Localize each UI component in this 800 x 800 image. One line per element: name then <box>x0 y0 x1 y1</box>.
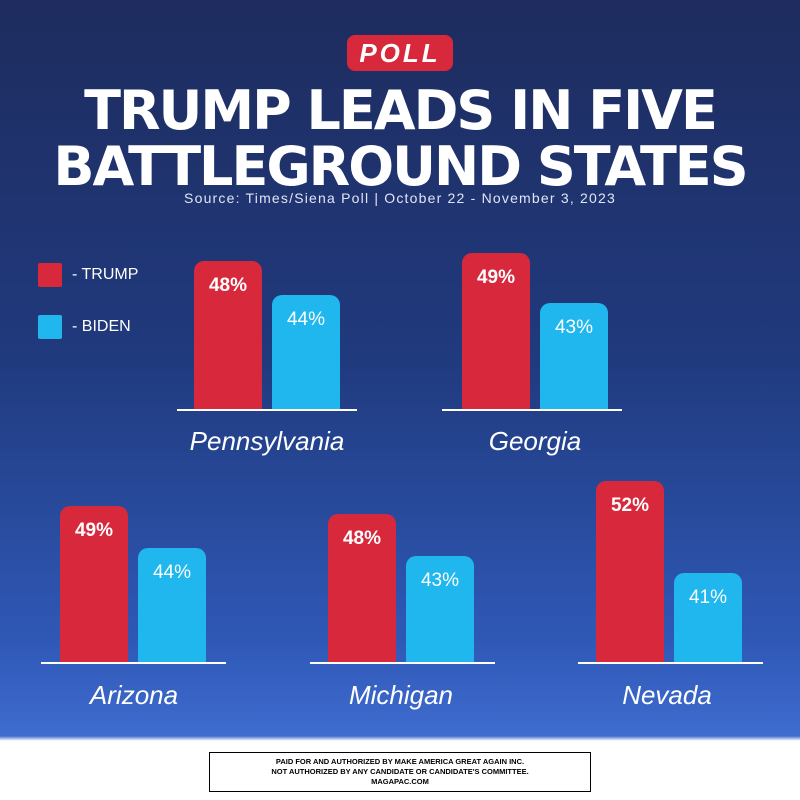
legend-swatch-trump <box>38 263 62 287</box>
baseline-michigan <box>310 662 495 664</box>
disclaimer-box: PAID FOR AND AUTHORIZED BY MAKE AMERICA … <box>209 752 591 792</box>
data-label-biden-georgia: 43% <box>554 317 594 338</box>
legend-item-trump: - TRUMP <box>38 263 138 287</box>
baseline-arizona <box>41 662 226 664</box>
state-label-arizona: Arizona <box>89 680 179 710</box>
data-label-trump-nevada: 52% <box>610 495 650 516</box>
bar-biden-michigan: 43% <box>406 556 474 662</box>
data-label-biden-michigan: 43% <box>420 570 460 591</box>
baseline-pennsylvania <box>177 409 357 411</box>
state-label-pennsylvania: Pennsylvania <box>189 426 345 456</box>
bar-biden-nevada: 41% <box>674 573 742 662</box>
baseline-georgia <box>442 409 622 411</box>
bar-biden-georgia: 43% <box>540 303 608 409</box>
disclaimer-line-2: NOT AUTHORIZED BY ANY CANDIDATE OR CANDI… <box>271 767 529 776</box>
data-label-biden-nevada: 41% <box>688 587 728 608</box>
data-label-trump-georgia: 49% <box>476 267 516 288</box>
disclaimer-line-3: MAGAPAC.COM <box>371 777 429 786</box>
baseline-nevada <box>578 662 763 664</box>
source-note: Source: Times/Siena Poll | October 22 - … <box>184 190 616 206</box>
data-label-biden-pennsylvania: 44% <box>286 309 326 330</box>
state-label-georgia: Georgia <box>488 426 582 456</box>
bar-trump-pennsylvania: 48% <box>194 261 262 409</box>
state-label-michigan: Michigan <box>348 680 454 710</box>
disclaimer-line-1: PAID FOR AND AUTHORIZED BY MAKE AMERICA … <box>275 757 525 766</box>
data-label-biden-arizona: 44% <box>152 562 192 583</box>
legend-item-biden: - BIDEN <box>38 315 131 339</box>
data-label-trump-pennsylvania: 48% <box>208 275 248 296</box>
bar-trump-nevada: 52% <box>596 481 664 662</box>
state-label-nevada: Nevada <box>622 680 712 710</box>
bar-trump-michigan: 48% <box>328 514 396 662</box>
bar-trump-georgia: 49% <box>462 253 530 409</box>
legend-label-trump: - TRUMP <box>72 266 139 283</box>
data-label-trump-arizona: 49% <box>74 520 114 541</box>
legend-label-biden: - BIDEN <box>72 318 131 335</box>
bar-biden-pennsylvania: 44% <box>272 295 340 409</box>
legend-swatch-biden <box>38 315 62 339</box>
headline-line-1: TRUMP LEADS IN FIVE <box>84 79 718 142</box>
bar-biden-arizona: 44% <box>138 548 206 662</box>
poll-badge: POLL <box>347 35 453 71</box>
data-label-trump-michigan: 48% <box>342 528 382 549</box>
bar-trump-arizona: 49% <box>60 506 128 662</box>
headline-line-2: BATTLEGROUND STATES <box>53 135 748 198</box>
